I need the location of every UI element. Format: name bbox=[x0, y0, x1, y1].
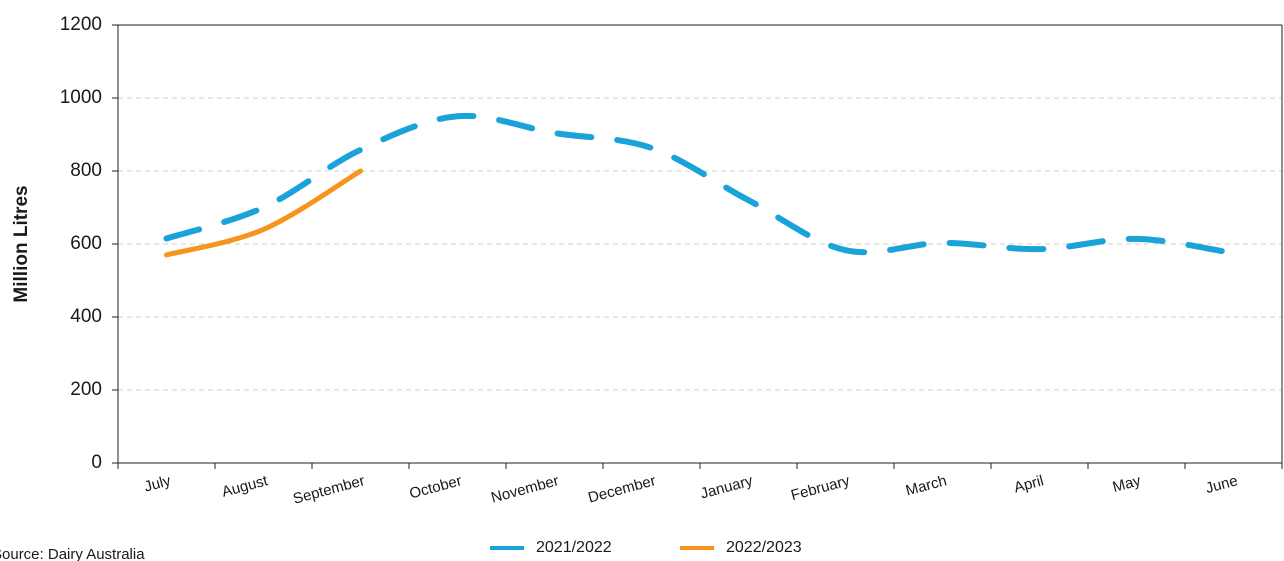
x-tick-label: June bbox=[1204, 472, 1240, 497]
y-tick-label: 800 bbox=[70, 160, 102, 181]
legend-label: 2021/2022 bbox=[536, 539, 612, 556]
x-tick-label: August bbox=[220, 472, 270, 501]
y-axis-label: Million Litres bbox=[11, 185, 32, 302]
x-tick-label: July bbox=[142, 472, 173, 495]
y-tick-label: 1200 bbox=[60, 14, 102, 35]
x-tick-label: March bbox=[904, 472, 949, 499]
x-tick-label: December bbox=[586, 472, 657, 506]
series-line bbox=[164, 168, 363, 258]
x-tick-label: January bbox=[699, 472, 755, 502]
y-tick-label: 0 bbox=[91, 452, 102, 473]
y-tick-label: 200 bbox=[70, 379, 102, 400]
x-tick-label: April bbox=[1012, 472, 1045, 496]
legend-label: 2022/2023 bbox=[726, 539, 802, 556]
y-tick-label: 1000 bbox=[60, 87, 102, 108]
source-note: Source: Dairy Australia bbox=[0, 546, 145, 561]
x-tick-label: May bbox=[1111, 472, 1143, 496]
x-tick-label: February bbox=[789, 472, 852, 504]
x-tick-label: November bbox=[489, 472, 560, 506]
y-tick-label: 400 bbox=[70, 306, 102, 327]
x-tick-label: September bbox=[291, 472, 366, 507]
x-tick-label: October bbox=[408, 472, 464, 502]
series-line bbox=[163, 112, 1237, 257]
y-tick-label: 600 bbox=[70, 233, 102, 254]
